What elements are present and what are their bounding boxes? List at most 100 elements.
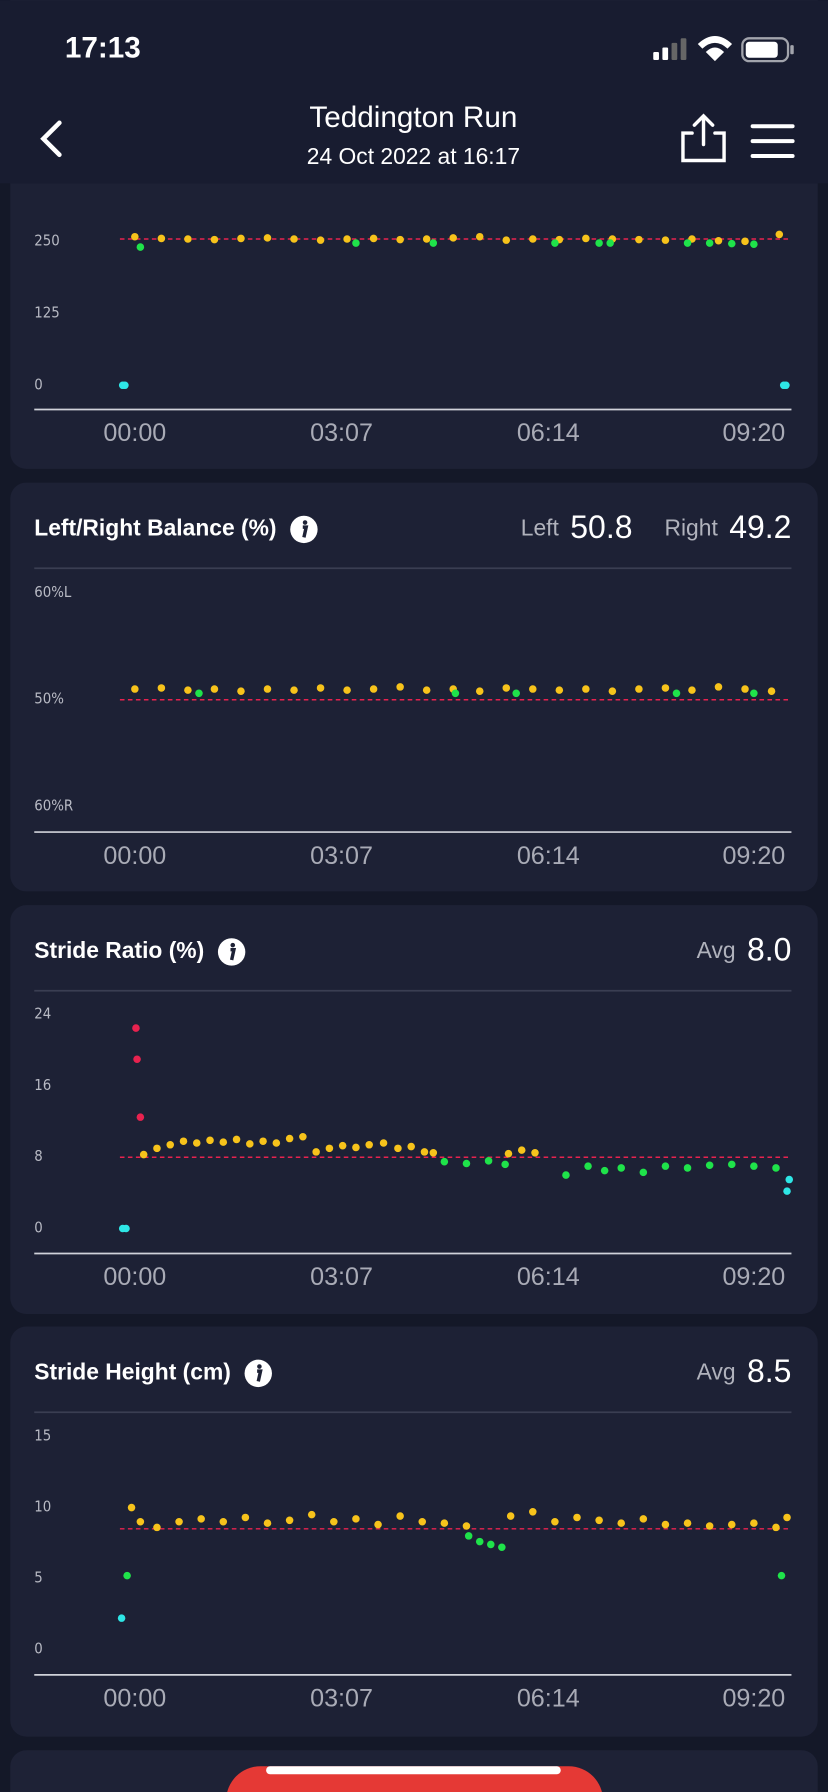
info-button[interactable]	[244, 1359, 272, 1388]
stat-label: Left	[521, 514, 560, 540]
data-point	[502, 684, 511, 692]
data-point	[307, 1510, 316, 1519]
data-point	[484, 1157, 493, 1165]
data-point	[127, 1503, 136, 1512]
data-point	[582, 685, 590, 693]
data-point	[153, 1523, 161, 1532]
data-point	[290, 235, 298, 243]
data-point	[179, 1137, 188, 1145]
card-title: Stride Ratio (%)	[34, 937, 204, 963]
share-button[interactable]	[681, 113, 726, 163]
data-point	[635, 235, 643, 244]
data-point	[429, 1149, 438, 1157]
content: 0 125 250 00:00 03:07 06:14 09:20 Left/Right Ba…	[10, 0, 818, 1737]
data-point	[475, 687, 484, 695]
home-indicator	[266, 1766, 561, 1775]
data-point	[352, 239, 360, 247]
data-point	[512, 689, 520, 698]
data-point	[263, 685, 272, 693]
data-point	[418, 1517, 427, 1526]
data-point	[683, 239, 692, 247]
data-point	[555, 686, 564, 694]
x-tick-label: 06:14	[517, 1263, 580, 1291]
back-button[interactable]	[40, 120, 62, 158]
x-tick-label: 00:00	[103, 1263, 166, 1291]
data-point	[595, 1516, 603, 1525]
data-point	[504, 1149, 513, 1158]
data-point	[517, 1146, 526, 1154]
data-point	[767, 687, 776, 695]
x-tick-label: 00:00	[103, 419, 166, 447]
data-point	[316, 236, 325, 244]
data-point	[750, 1162, 758, 1170]
data-point	[122, 1224, 130, 1233]
data-point	[157, 684, 166, 692]
data-point	[782, 381, 790, 390]
info-button[interactable]	[217, 938, 246, 966]
data-point	[153, 1144, 161, 1153]
card	[10, 482, 818, 892]
x-tick-label: 09:20	[722, 1263, 785, 1291]
stat-value: 8.0	[747, 931, 791, 967]
data-point	[290, 686, 298, 694]
y-tick-label: 125	[34, 304, 59, 321]
x-tick-label: 06:14	[517, 1685, 580, 1713]
data-point	[210, 235, 219, 244]
data-point	[705, 239, 714, 247]
data-point	[688, 686, 696, 694]
card-title: Stride Height (cm)	[34, 1358, 231, 1384]
x-tick-label: 00:00	[103, 842, 166, 870]
data-point	[661, 684, 670, 692]
data-point	[750, 689, 758, 698]
data-point	[219, 1138, 228, 1146]
data-point	[379, 1139, 388, 1147]
data-point	[475, 1537, 484, 1546]
y-tick-label: 60%R	[34, 797, 73, 814]
y-tick-label: 8	[34, 1148, 43, 1165]
data-point	[714, 683, 723, 691]
data-point	[562, 1171, 570, 1179]
data-point	[184, 235, 192, 243]
data-point	[175, 1517, 183, 1526]
data-point	[338, 1141, 347, 1150]
menu-button[interactable]	[750, 124, 795, 158]
stat-value: 8.5	[747, 1353, 791, 1389]
x-tick-label: 03:07	[310, 842, 373, 870]
data-point	[617, 1519, 625, 1527]
data-point	[237, 234, 245, 243]
info-button[interactable]	[290, 515, 318, 544]
data-point	[573, 1513, 581, 1522]
data-point	[396, 1512, 404, 1520]
x-tick-label: 09:20	[722, 1685, 785, 1713]
data-point	[343, 235, 351, 243]
data-point	[330, 1517, 338, 1526]
info-dot	[257, 1364, 262, 1369]
stat-label: Avg	[697, 937, 736, 963]
card-title: Left/Right Balance (%)	[34, 514, 276, 540]
data-point	[246, 1140, 254, 1148]
data-point	[551, 1517, 559, 1526]
data-point	[741, 237, 749, 246]
y-tick-label: 250	[34, 232, 59, 249]
data-point	[232, 1135, 241, 1144]
info-stem	[302, 525, 309, 538]
data-point	[139, 1150, 148, 1159]
card	[10, 1326, 818, 1737]
subtitle: 24 Oct 2022 at 16:17	[307, 143, 520, 169]
data-point	[617, 1164, 625, 1172]
data-point	[312, 1148, 320, 1156]
data-point	[241, 1513, 250, 1522]
info-stem	[229, 947, 237, 961]
x-tick-label: 06:14	[517, 842, 580, 870]
data-point	[131, 232, 139, 241]
data-point	[440, 1519, 449, 1527]
data-point	[683, 1519, 692, 1527]
data-point	[498, 1543, 506, 1552]
y-tick-label: 10	[34, 1499, 51, 1516]
stat-label: Right	[665, 514, 719, 540]
header-bg	[0, 0, 828, 184]
data-point	[365, 1141, 373, 1149]
data-point	[440, 1157, 449, 1166]
